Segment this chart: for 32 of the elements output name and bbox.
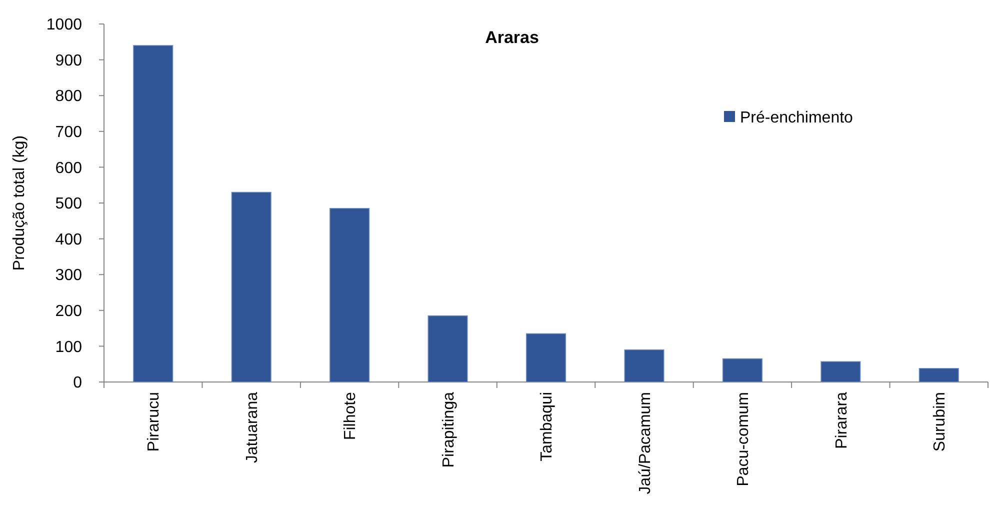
y-tick-label: 800 [55, 88, 82, 106]
x-tick-label: Pacu-comum [735, 392, 752, 486]
bar [820, 361, 861, 382]
y-tick-label: 900 [55, 52, 82, 70]
bar [330, 208, 370, 382]
bar [428, 315, 468, 382]
bar [231, 192, 272, 382]
x-tick-label: Pirarucu [146, 392, 163, 452]
x-tick-label: Tambaqui [538, 392, 556, 462]
y-tick-label: 400 [55, 231, 82, 248]
bar [722, 358, 762, 382]
x-tick-label: Pirarara [833, 392, 850, 449]
y-tick-label: 700 [55, 124, 82, 141]
x-tick-label: Jaú/Pacamum [636, 392, 654, 494]
x-tick-label: Jatuarana [244, 392, 261, 464]
bar [918, 368, 959, 382]
y-tick-label: 100 [55, 338, 82, 356]
x-tick-label: Pirapitinga [440, 392, 458, 468]
y-axis-title: Produção total (kg) [11, 135, 28, 271]
legend-label: Pré-enchimento [740, 110, 854, 127]
y-tick-label: 500 [55, 196, 82, 213]
y-tick-label: 0 [73, 374, 82, 392]
bar [526, 333, 566, 382]
x-tick-label: Filhote [342, 392, 360, 440]
y-tick-label: 300 [55, 267, 82, 284]
chart-title: Araras [485, 28, 539, 47]
y-tick-label: 200 [55, 303, 82, 320]
bar [624, 349, 664, 382]
x-tick-label: Surubim [931, 392, 948, 452]
bar [133, 45, 174, 382]
y-tick-label: 1000 [46, 16, 82, 34]
y-tick-label: 600 [55, 160, 82, 177]
